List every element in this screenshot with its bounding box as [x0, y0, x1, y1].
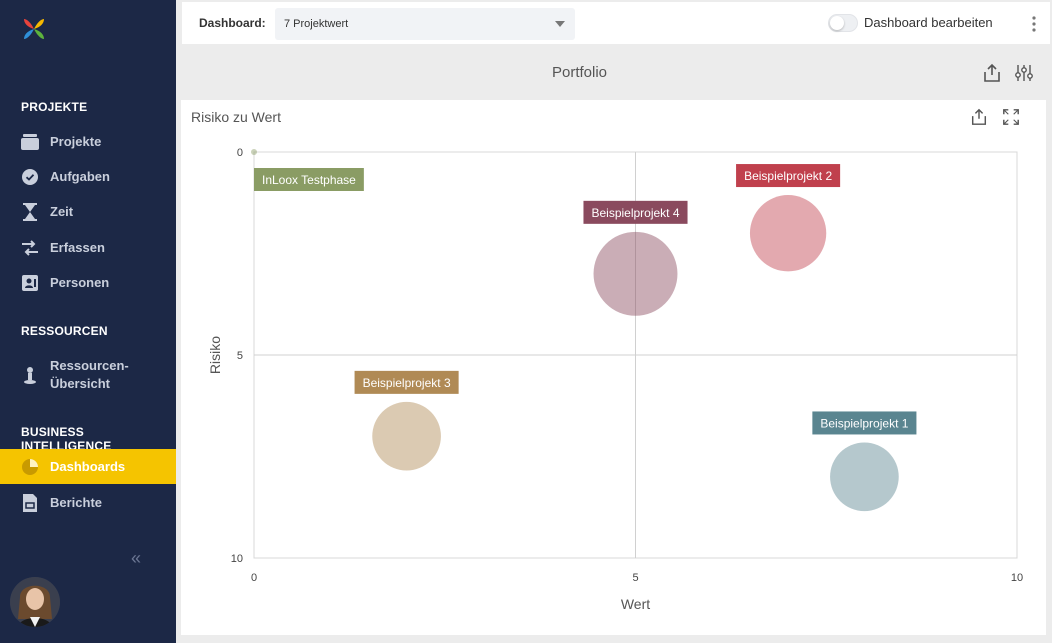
x-tick-label: 5 [632, 572, 638, 584]
section-title-projekte: PROJEKTE [21, 100, 88, 114]
sidebar-item-label-line1: Ressourcen- [50, 358, 129, 373]
bubble-label-box [812, 411, 917, 435]
chart-title: Risiko zu Wert [191, 109, 281, 125]
y-axis-title: Risiko [207, 336, 223, 374]
settings-sliders-icon[interactable] [1014, 63, 1034, 83]
sidebar-item-label: Erfassen [50, 239, 105, 255]
toggle-knob [830, 16, 844, 30]
y-tick-label: 0 [237, 147, 243, 159]
dashboard-select[interactable]: 7 Projektwert [275, 8, 575, 40]
contact-card-icon [21, 274, 39, 292]
sidebar-item-aufgaben[interactable]: Aufgaben [0, 159, 176, 194]
person-pin-icon [21, 366, 39, 384]
sidebar-item-dashboards[interactable]: Dashboards [0, 449, 176, 484]
chevron-down-icon [555, 21, 565, 27]
bubble-label: Beispielprojekt 2 [744, 169, 832, 183]
bubble-chart: 0 5 10 0 5 10 Wert Risiko InLoox Testphase Beispi… [207, 147, 1023, 612]
bubble [593, 231, 678, 316]
check-circle-icon [21, 168, 39, 186]
section-title-ressourcen: RESSOURCEN [21, 324, 108, 338]
dashboard-label: Dashboard: [199, 16, 266, 30]
bubble-label-box [583, 200, 688, 224]
report-icon [21, 493, 39, 512]
sidebar-item-label: Dashboards [50, 458, 126, 474]
share-icon[interactable] [982, 63, 1002, 83]
x-axis-title: Wert [621, 596, 650, 612]
sidebar-item-personen[interactable]: Personen [0, 265, 176, 300]
app-logo[interactable] [22, 17, 46, 41]
folder-icon [21, 133, 39, 151]
bubble-label: Beispielprojekt 4 [591, 206, 679, 220]
sidebar-item-label: Aufgaben [50, 168, 110, 184]
sidebar-item-label: Projekte [50, 133, 102, 149]
bubble [251, 149, 257, 155]
bubble [830, 442, 899, 512]
y-tick-label: 5 [237, 350, 243, 362]
bubble [372, 401, 441, 471]
edit-dashboard-label: Dashboard bearbeiten [864, 15, 993, 30]
swap-arrows-icon [21, 239, 39, 257]
sidebar-item-berichte[interactable]: Berichte [0, 485, 176, 520]
avatar[interactable] [10, 577, 60, 627]
x-tick-label: 0 [251, 572, 257, 584]
double-chevron-left-icon[interactable]: « [131, 548, 142, 568]
x-tick-label: 10 [1011, 572, 1023, 584]
bubble [749, 195, 827, 272]
sidebar: PROJEKTE Projekte Aufgaben Zeit Erfassen… [0, 0, 176, 643]
sidebar-item-label: Berichte [50, 494, 103, 510]
sidebar-item-erfassen[interactable]: Erfassen [0, 230, 176, 265]
bubble-label: InLoox Testphase [262, 173, 356, 187]
sidebar-item-ressourcen-uebersicht[interactable]: Ressourcen- Übersicht [0, 356, 176, 394]
sidebar-item-projekte[interactable]: Projekte [0, 124, 176, 159]
fullscreen-icon[interactable] [1002, 108, 1020, 126]
hourglass-icon [21, 202, 39, 221]
sidebar-item-label: Zeit [50, 203, 74, 219]
bubble-label: Beispielprojekt 1 [820, 416, 908, 430]
more-options-icon[interactable] [1028, 14, 1040, 34]
sidebar-item-zeit[interactable]: Zeit [0, 194, 176, 229]
top-bar: Dashboard: 7 Projektwert Dashboard bearb… [182, 2, 1050, 44]
bubble-label-box [254, 168, 364, 191]
page-title: Portfolio [552, 64, 608, 81]
y-tick-label: 10 [231, 553, 243, 565]
bubble-label-box [354, 370, 459, 394]
sidebar-item-label: Personen [50, 274, 110, 290]
edit-dashboard-toggle[interactable] [828, 14, 858, 32]
dashboard-select-value: 7 Projektwert [284, 18, 349, 30]
sidebar-item-label-line2: Übersicht [50, 376, 110, 391]
pie-chart-icon [21, 458, 39, 476]
sidebar-item-label: Ressourcen- Übersicht [50, 357, 129, 393]
bubble-label-box [736, 164, 841, 188]
bubble-label: Beispielprojekt 3 [363, 376, 451, 390]
chart-card: Risiko zu Wert 0 5 10 0 5 10 Wert Risiko InLoox … [181, 100, 1046, 635]
share-icon[interactable] [970, 108, 988, 126]
